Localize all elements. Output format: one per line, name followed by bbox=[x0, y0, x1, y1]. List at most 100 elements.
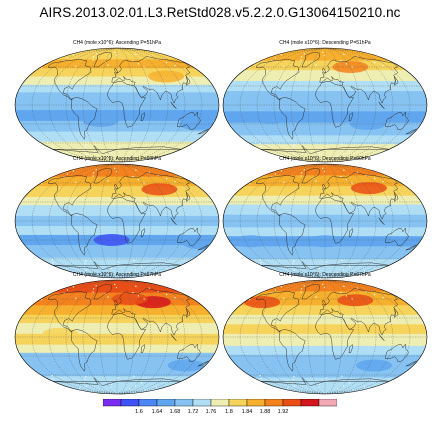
meridian-line bbox=[273, 164, 326, 278]
missing-data-pixel bbox=[79, 155, 81, 157]
missing-data-pixel bbox=[363, 270, 365, 272]
missing-data-pixel bbox=[132, 176, 134, 178]
missing-data-pixel bbox=[373, 267, 375, 269]
coastline bbox=[177, 227, 201, 246]
missing-data-pixel bbox=[292, 379, 294, 381]
coastline bbox=[315, 313, 354, 360]
coastlines bbox=[48, 52, 209, 155]
coastline bbox=[405, 360, 417, 367]
missing-data-pixel bbox=[133, 259, 135, 261]
missing-data-pixel bbox=[323, 286, 326, 289]
missing-data-pixel bbox=[280, 170, 283, 172]
missing-data-pixel bbox=[109, 271, 111, 273]
missing-data-pixel bbox=[259, 375, 261, 377]
meridian-line bbox=[82, 48, 118, 162]
coastline bbox=[260, 261, 390, 271]
concentration-patch-1 bbox=[93, 234, 130, 246]
missing-data-pixel bbox=[248, 183, 251, 185]
coastline bbox=[319, 287, 399, 336]
missing-data-pixel bbox=[137, 63, 140, 65]
missing-data-pixel bbox=[315, 180, 317, 182]
missing-data-pixel bbox=[132, 292, 134, 294]
world-map bbox=[14, 279, 220, 395]
missing-data-pixel bbox=[134, 385, 137, 387]
coastline bbox=[393, 76, 399, 86]
concentration-band-1 bbox=[15, 59, 219, 69]
missing-data-pixel bbox=[300, 59, 302, 61]
coastline bbox=[393, 192, 399, 202]
panel-title: CH4 (mole x10^6): Descending P=67hPa bbox=[279, 272, 371, 278]
missing-data-pixel bbox=[260, 378, 262, 380]
missing-data-pixel bbox=[155, 386, 157, 388]
missing-data-pixel bbox=[134, 153, 137, 155]
coastline bbox=[278, 213, 306, 256]
world-map bbox=[222, 47, 428, 163]
missing-data-pixel bbox=[66, 289, 69, 291]
meridian-line bbox=[324, 280, 377, 394]
coastline bbox=[70, 329, 98, 372]
meridian-line bbox=[48, 280, 118, 394]
missing-data-pixel bbox=[293, 269, 295, 271]
missing-data-pixel bbox=[318, 267, 321, 270]
color-bar-tick-label: 1.76 bbox=[206, 409, 217, 415]
coastline bbox=[170, 333, 177, 342]
missing-data-pixel bbox=[340, 60, 342, 62]
missing-data-pixel bbox=[109, 155, 111, 157]
missing-data-pixel bbox=[92, 288, 95, 290]
missing-data-pixel bbox=[352, 389, 355, 391]
missing-data-pixel bbox=[174, 65, 176, 67]
missing-data-pixel bbox=[341, 375, 343, 377]
missing-data-pixel bbox=[374, 177, 376, 180]
missing-data-pixel bbox=[85, 385, 87, 387]
missing-data-pixel bbox=[274, 57, 277, 59]
missing-data-pixel bbox=[51, 143, 53, 145]
color-bar-tick-label: 1.72 bbox=[188, 409, 199, 415]
coastline bbox=[385, 227, 409, 246]
missing-data-pixel bbox=[322, 51, 324, 53]
coastline bbox=[378, 217, 385, 226]
coastline bbox=[114, 184, 119, 190]
coastline bbox=[111, 171, 191, 220]
missing-data-pixel bbox=[135, 53, 137, 55]
concentration-patch-2 bbox=[349, 118, 386, 130]
missing-data-pixel bbox=[132, 60, 134, 62]
missing-data-pixel bbox=[137, 179, 140, 181]
color-bar-legend: 1.6 1.64 1.68 1.72 1.76 1.8 1.84 1.88 1.92 bbox=[103, 399, 337, 415]
missing-data-pixel bbox=[318, 151, 321, 154]
color-bar-tick-label: 1.68 bbox=[170, 409, 181, 415]
concentration-patch-2 bbox=[42, 327, 79, 340]
missing-data-pixel bbox=[337, 272, 339, 274]
coastline bbox=[185, 308, 191, 318]
missing-data-pixel bbox=[148, 55, 150, 57]
concentration-band-5 bbox=[223, 111, 427, 124]
coastline bbox=[378, 333, 385, 342]
graticule bbox=[15, 48, 219, 162]
missing-data-pixel bbox=[117, 377, 119, 379]
missing-data-pixel bbox=[372, 144, 374, 147]
missing-data-pixel bbox=[352, 157, 355, 159]
map-outline bbox=[222, 279, 428, 395]
missing-data-pixel bbox=[144, 273, 147, 275]
missing-data-pixel bbox=[292, 263, 294, 265]
color-bar-swatch bbox=[156, 399, 176, 407]
meridian-line bbox=[116, 48, 152, 162]
color-bar-swatch bbox=[264, 399, 284, 407]
panel-title: CH4 (mole x10^6): Ascending P=67hPa bbox=[72, 272, 162, 278]
meridian-line bbox=[273, 280, 326, 394]
missing-data-pixel bbox=[322, 283, 324, 285]
color-bar-swatch bbox=[120, 399, 140, 407]
missing-data-pixel bbox=[325, 377, 327, 379]
concentration-band-3 bbox=[15, 196, 219, 206]
missing-data-pixel bbox=[292, 382, 294, 384]
missing-data-pixel bbox=[283, 181, 285, 183]
coastline bbox=[319, 55, 399, 104]
missing-data-pixel bbox=[52, 262, 54, 264]
coastline bbox=[140, 344, 146, 354]
panel-title: CH4 (mole x10^6): Descending P=60hPa bbox=[279, 156, 371, 162]
panel-title: CH4 (mole x10^6): Ascending P=51hPa bbox=[72, 40, 162, 46]
coastline bbox=[256, 59, 300, 101]
missing-data-pixel bbox=[79, 271, 81, 273]
missing-data-pixel bbox=[363, 154, 365, 156]
map-outline bbox=[14, 47, 220, 163]
missing-data-pixel bbox=[274, 173, 277, 175]
